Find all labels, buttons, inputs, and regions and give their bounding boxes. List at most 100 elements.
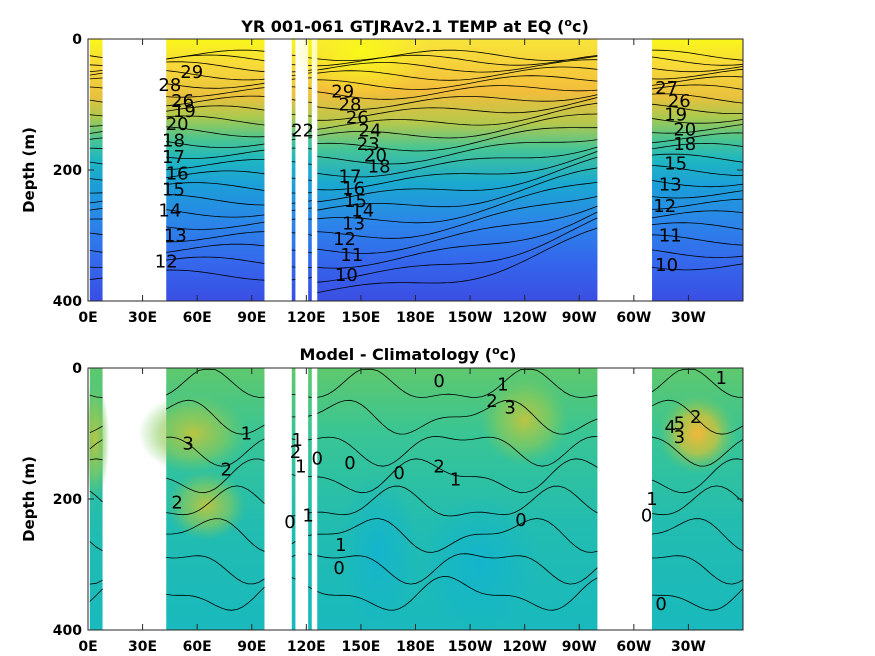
- x-tick-label: 120W: [502, 639, 547, 655]
- contour-line-1-2-7: [291, 577, 296, 580]
- contour-line-0-2-0: [291, 54, 296, 56]
- contour-line-0-4-9: [317, 113, 598, 139]
- contour-line-0-3-6: [308, 101, 312, 104]
- contour-line-1-2-6: [291, 554, 296, 558]
- contour-label: 10: [655, 255, 678, 276]
- contour-line-0-5-14: [651, 180, 743, 188]
- contour-line-0-0-7: [89, 114, 103, 117]
- panel-bottom-title: Model - Climatology (oc): [300, 344, 517, 365]
- contour-line-1-4-4: [317, 485, 598, 517]
- contour-line-1-4-5: [317, 518, 598, 553]
- contour-line-0-0-4: [89, 77, 103, 80]
- contour-label: 23: [357, 134, 380, 155]
- contour-line-0-4-20: [317, 217, 598, 283]
- contour-line-0-1-5: [166, 87, 265, 98]
- contour-line-1-0-6: [89, 579, 103, 585]
- contour-line-1-1-1: [166, 399, 265, 435]
- contour-label: 0: [393, 463, 404, 484]
- contour-label: 22: [291, 121, 314, 142]
- contour-line-1-1-7: [166, 586, 265, 611]
- contour-label: 12: [653, 196, 676, 217]
- ocean-segment-0-2: [291, 39, 296, 301]
- contour-line-0-4-19: [317, 211, 598, 269]
- contour-label: 26: [668, 91, 691, 112]
- contour-line-0-4-21: [317, 227, 598, 293]
- contour-line-0-5-2: [651, 66, 743, 73]
- x-tick-label: 90E: [237, 639, 266, 655]
- contour-line-1-0-2: [89, 439, 103, 450]
- x-tick-label: 90E: [237, 310, 266, 326]
- y-tick-label: 0: [72, 361, 82, 377]
- contour-label: 1: [241, 424, 252, 445]
- contour-label: 20: [166, 114, 189, 135]
- contour-line-0-4-5: [317, 85, 598, 100]
- contour-line-0-5-9: [651, 124, 743, 134]
- panel-top-y-label: Depth (m): [20, 127, 38, 213]
- contour-label: 0: [284, 512, 295, 533]
- contour-line-0-1-1: [166, 54, 265, 62]
- contour-label: 17: [339, 167, 362, 188]
- contour-line-0-0-3: [89, 72, 103, 76]
- contour-line-0-1-18: [166, 231, 265, 243]
- contour-label: 10: [335, 265, 358, 286]
- contour-line-1-3-1: [308, 415, 312, 417]
- contour-label: 12: [155, 252, 178, 273]
- contour-line-0-4-8: [317, 102, 598, 130]
- contour-line-1-1-4: [166, 485, 265, 516]
- contour-line-0-0-13: [89, 178, 103, 181]
- contour-label: 1: [450, 469, 461, 490]
- contour-label: 28: [339, 95, 362, 116]
- contour-label: 16: [342, 178, 365, 199]
- contour-line-1-3-0: [308, 396, 312, 398]
- x-tick-label: 0E: [78, 310, 97, 326]
- contour-line-1-0-7: [89, 588, 103, 602]
- x-tick-label: 150E: [342, 639, 381, 655]
- contour-line-0-4-10: [317, 127, 598, 152]
- contour-line-0-0-0: [89, 55, 103, 58]
- contour-line-0-1-14: [166, 182, 265, 191]
- contour-line-1-3-5: [308, 534, 312, 537]
- contour-line-1-1-6: [166, 555, 265, 585]
- contour-line-0-3-21: [308, 277, 312, 279]
- contour-line-0-3-15: [308, 200, 312, 202]
- contour-line-0-5-5: [651, 84, 743, 90]
- contour-line-1-3-6: [308, 553, 312, 555]
- contour-line-1-0-5: [89, 541, 103, 552]
- x-tick-label: 120W: [502, 310, 547, 326]
- contour-line-0-5-6: [651, 93, 743, 104]
- contour-line-1-4-2: [317, 436, 598, 467]
- contour-line-1-1-2: [166, 436, 265, 467]
- panel-top-x-ticks: 0E 30E 60E 90E 120E 150E 180E 150W 120W 90W 60W 30W: [78, 39, 706, 326]
- contour-line-0-2-16: [291, 209, 296, 212]
- x-tick-label: 180E: [396, 639, 435, 655]
- contour-label: 18: [368, 157, 391, 178]
- contour-line-0-4-7: [317, 97, 598, 121]
- contour-line-1-5-3: [651, 458, 743, 494]
- x-tick-label: 90W: [562, 639, 597, 655]
- x-tick-label: 150W: [448, 639, 493, 655]
- contour-line-0-0-16: [89, 208, 103, 211]
- contour-line-1-5-1: [651, 399, 743, 435]
- ocean-segment-1-2: [291, 368, 296, 630]
- contour-line-0-5-0: [651, 49, 743, 61]
- panel-top-contour-labels: 2928261920181716151413122229282624232018…: [155, 62, 696, 286]
- panel-top-contours: [89, 49, 743, 293]
- contour-label: 3: [674, 427, 685, 448]
- contour-line-0-4-18: [317, 205, 598, 254]
- contour-line-0-5-20: [651, 249, 743, 258]
- contour-line-0-3-18: [308, 234, 312, 236]
- contour-line-0-0-18: [89, 232, 103, 236]
- contour-label: 1: [715, 368, 726, 389]
- panel-bottom-field: [88, 368, 743, 630]
- contour-line-0-5-18: [651, 222, 743, 230]
- contour-line-0-5-11: [651, 142, 743, 150]
- x-tick-label: 30E: [128, 310, 157, 326]
- contour-line-0-1-7: [166, 105, 265, 112]
- contour-line-0-0-21: [89, 277, 103, 280]
- contour-label: 0: [333, 558, 344, 579]
- contour-line-0-4-0: [317, 49, 598, 61]
- contour-label: 0: [344, 453, 355, 474]
